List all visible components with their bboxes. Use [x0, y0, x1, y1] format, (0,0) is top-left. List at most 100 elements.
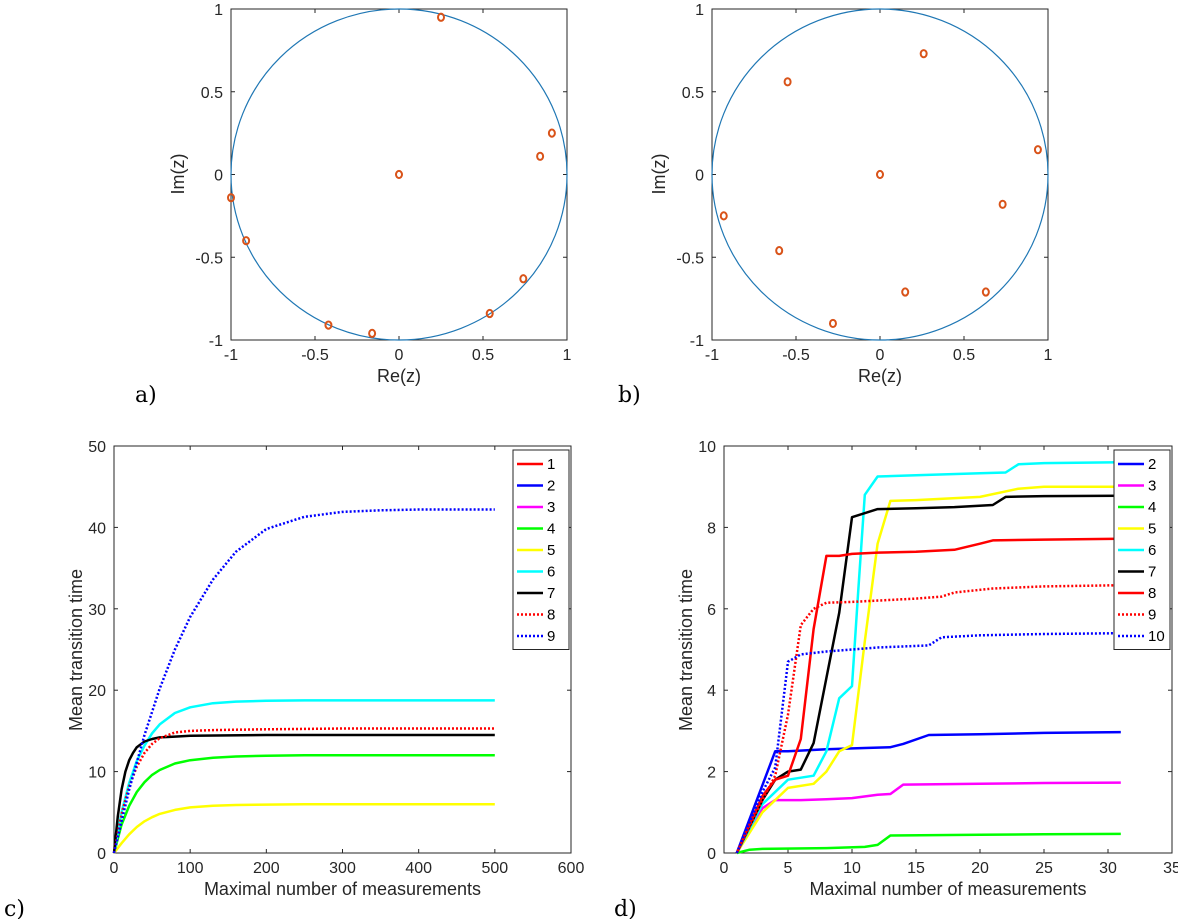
x-axis-label: Maximal number of measurements [809, 879, 1086, 899]
y-tick-label: 0.5 [201, 85, 223, 102]
series-line-2 [735, 730, 1121, 854]
pole-marker [1033, 145, 1042, 155]
x-tick-label: 400 [405, 860, 432, 877]
legend-entry-6: 6 [1148, 542, 1156, 559]
legend-entry-4: 4 [547, 521, 555, 538]
x-tick-label: 1 [563, 347, 572, 364]
y-axis-label: Im(z) [168, 154, 188, 195]
legend-entry-4: 4 [1148, 499, 1156, 516]
axes-box [230, 8, 568, 341]
pole-marker [901, 287, 910, 297]
x-tick-label: 35 [1163, 860, 1178, 877]
x-tick-label: 10 [843, 860, 861, 877]
series-line-4 [736, 832, 1121, 855]
x-tick-label: 0 [110, 860, 119, 877]
y-tick-label: 50 [88, 439, 106, 456]
axes-box [723, 445, 1173, 854]
pole-marker [719, 211, 728, 221]
x-tick-label: 25 [1035, 860, 1053, 877]
unit-circle [230, 8, 568, 341]
panel-a-pole-zero-plot: -1 -0.5 0 0.5 1 -1 -0.5 0 0.5 1 Re(z) Im(z) a) [135, 2, 572, 408]
y-tick-label: 1 [214, 2, 223, 19]
x-tick-label: -1 [224, 347, 238, 364]
legend-entry-8: 8 [1148, 585, 1156, 602]
axes-box [113, 445, 572, 854]
y-tick-label: 0 [214, 168, 223, 185]
pole-marker [783, 77, 792, 87]
y-tick-label: -0.5 [676, 250, 704, 267]
legend-entry-10: 10 [1148, 628, 1165, 645]
series-line-8 [735, 537, 1121, 854]
x-axis-label: Maximal number of measurements [204, 879, 481, 899]
x-tick-label: 500 [481, 860, 508, 877]
series-line-6 [735, 461, 1121, 854]
series-line-6 [112, 699, 495, 854]
y-axis-label: Im(z) [649, 154, 669, 195]
pole-marker [437, 12, 445, 22]
legend-entry-3: 3 [1148, 478, 1156, 495]
pole-marker [775, 246, 784, 256]
legend: 1 2 3 4 5 6 7 8 9 [512, 449, 570, 650]
series-line-3 [735, 781, 1121, 854]
series-line-7 [735, 494, 1121, 854]
pole-marker [828, 318, 837, 329]
x-axis-label: Re(z) [858, 366, 902, 386]
x-tick-label: 0 [720, 860, 729, 877]
y-tick-label: 40 [88, 520, 106, 537]
y-tick-label: -1 [690, 333, 704, 350]
x-tick-label: 600 [558, 860, 585, 877]
legend-entry-7: 7 [547, 585, 555, 602]
pole-marker [919, 49, 928, 59]
legend-entry-2: 2 [1148, 456, 1156, 473]
panel-label: c) [4, 897, 25, 919]
y-tick-label: 2 [707, 765, 716, 782]
y-tick-label: 4 [707, 683, 716, 700]
y-tick-label: 0.5 [682, 85, 704, 102]
x-tick-label: 0.5 [472, 347, 494, 364]
pole-marker [876, 169, 884, 180]
y-tick-label: 0 [695, 168, 704, 185]
y-axis-label: Mean transition time [66, 569, 86, 731]
y-tick-label: 0 [707, 846, 716, 863]
pole-marker [395, 169, 403, 180]
series-line-9 [112, 508, 495, 854]
series-line-4 [112, 754, 495, 854]
series-line-10 [735, 631, 1121, 854]
pole-marker [485, 308, 494, 319]
legend-entry-2: 2 [547, 478, 555, 495]
x-tick-label: -1 [705, 347, 719, 364]
legend-entry-9: 9 [547, 628, 555, 645]
panel-label: b) [618, 383, 641, 408]
legend-entry-5: 5 [1148, 521, 1156, 538]
x-tick-label: 30 [1099, 860, 1117, 877]
panel-label: a) [135, 383, 157, 408]
legend-entry-9: 9 [1148, 607, 1156, 624]
x-tick-label: 0 [395, 347, 404, 364]
x-tick-label: 0.5 [953, 347, 975, 364]
y-tick-label: -0.5 [195, 250, 223, 267]
axes-box [711, 8, 1049, 341]
legend: 2 3 4 5 6 7 8 9 10 [1113, 449, 1171, 650]
x-tick-label: 5 [784, 860, 793, 877]
x-tick-label: 200 [253, 860, 280, 877]
pole-marker [324, 320, 333, 330]
x-tick-label: 15 [907, 860, 925, 877]
y-tick-label: 30 [88, 602, 106, 619]
series-line-9 [735, 583, 1121, 854]
x-tick-label: 1 [1044, 347, 1053, 364]
y-axis-label: Mean transition time [676, 569, 696, 731]
y-tick-label: 20 [88, 683, 106, 700]
x-tick-label: 0 [876, 347, 885, 364]
pole-marker [998, 199, 1007, 209]
y-tick-label: 10 [88, 765, 106, 782]
series-line-8 [112, 727, 495, 854]
legend-entry-7: 7 [1148, 564, 1156, 581]
pole-marker [227, 193, 235, 203]
x-tick-label: 100 [177, 860, 204, 877]
y-tick-label: 0 [97, 846, 106, 863]
legend-entry-5: 5 [547, 542, 555, 559]
x-tick-label: 300 [329, 860, 356, 877]
x-tick-label: -0.5 [782, 347, 810, 364]
x-axis-label: Re(z) [377, 366, 421, 386]
